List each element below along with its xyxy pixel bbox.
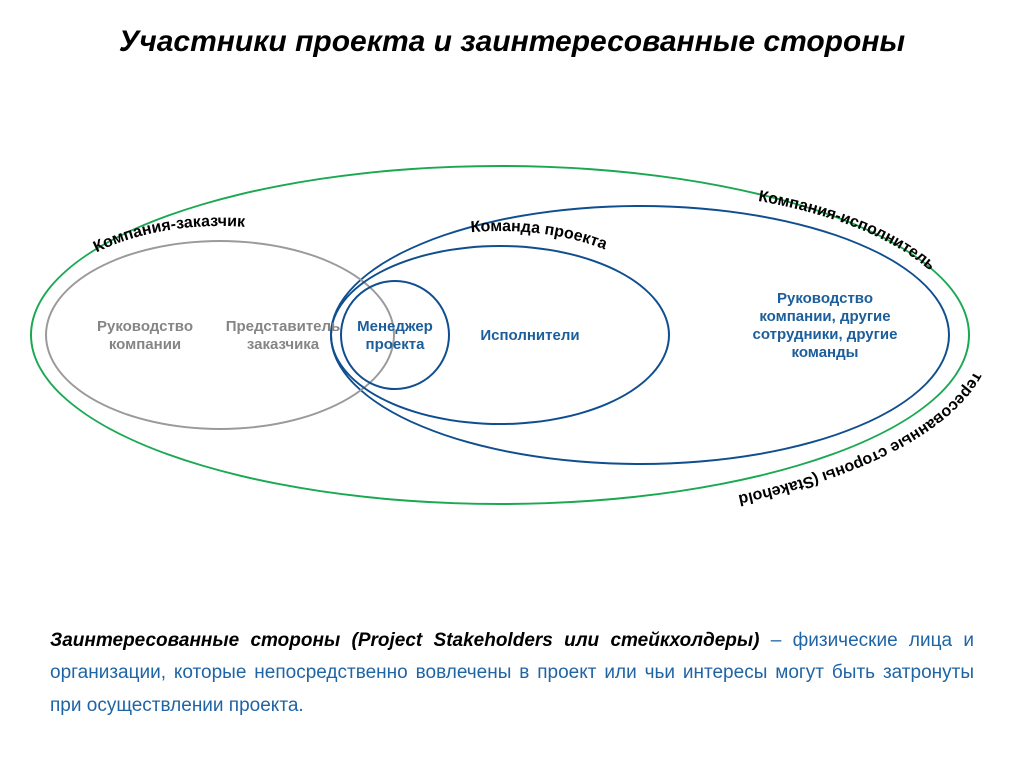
page-title: Участники проекта и заинтересованные сто… (0, 22, 1024, 63)
diagram-canvas: Руководство компании Представитель заказ… (0, 120, 1024, 550)
footer-lead: Заинтересованные стороны (Project Stakeh… (50, 630, 759, 651)
curved-labels-layer: Компания-заказчик Команда проекта Компан… (0, 120, 1024, 550)
label-customer-company: Компания-заказчик (91, 213, 247, 256)
footer-text: Заинтересованные стороны (Project Stakeh… (50, 625, 974, 722)
label-contractor-company: Компания-исполнитель (757, 188, 939, 274)
label-stakeholders: Заинтересованные стороны (Stakeholders) (0, 107, 986, 508)
label-project-team: Команда проекта (470, 218, 609, 253)
